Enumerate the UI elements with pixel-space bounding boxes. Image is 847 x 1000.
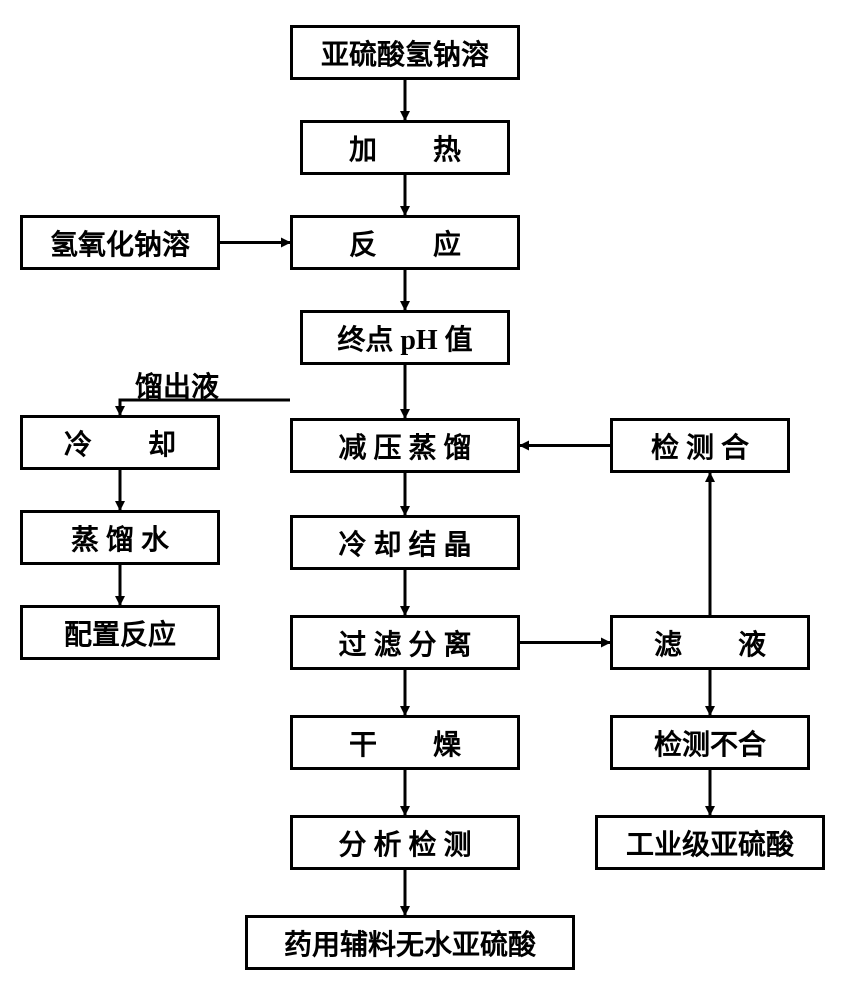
node-label: 终点 pH 值 [337, 318, 472, 358]
node-label: 冷 却 [64, 423, 176, 463]
node-b13: 滤 液 [610, 615, 810, 670]
node-b7: 减 压 蒸 馏 [290, 418, 520, 473]
node-b12: 过 滤 分 离 [290, 615, 520, 670]
node-label: 蒸 馏 水 [71, 518, 169, 558]
node-b18: 药用辅料无水亚硫酸 [245, 915, 575, 970]
node-b5: 终点 pH 值 [300, 310, 510, 365]
node-b1: 亚硫酸氢钠溶 [290, 25, 520, 80]
node-label: 检测不合 [654, 723, 766, 763]
node-b9: 蒸 馏 水 [20, 510, 220, 565]
node-b6: 冷 却 [20, 415, 220, 470]
node-label: 工业级亚硫酸 [626, 823, 794, 863]
label-text: 馏出液 [135, 372, 219, 403]
node-label: 反 应 [349, 223, 461, 263]
node-b16: 分 析 检 测 [290, 815, 520, 870]
flowchart-canvas: 亚硫酸氢钠溶加 热氢氧化钠溶 反 应终点 pH 值冷 却 减 压 蒸 馏 检 测 合蒸… [0, 0, 847, 1000]
label-l1: 馏出液 [135, 365, 219, 405]
node-label: 冷 却 结 晶 [338, 523, 471, 563]
node-b4: 反 应 [290, 215, 520, 270]
node-label: 过 滤 分 离 [338, 623, 471, 663]
node-b8: 检 测 合 [610, 418, 790, 473]
node-label: 亚硫酸氢钠溶 [321, 33, 489, 73]
node-b11: 配置反应 [20, 605, 220, 660]
node-b15: 检测不合 [610, 715, 810, 770]
node-label: 加 热 [349, 128, 461, 168]
node-b2: 加 热 [300, 120, 510, 175]
node-b14: 干 燥 [290, 715, 520, 770]
node-label: 滤 液 [654, 623, 766, 663]
node-b10: 冷 却 结 晶 [290, 515, 520, 570]
node-label: 检 测 合 [651, 426, 749, 466]
node-b17: 工业级亚硫酸 [595, 815, 825, 870]
node-label: 配置反应 [64, 613, 176, 653]
node-label: 分 析 检 测 [338, 823, 471, 863]
node-label: 减 压 蒸 馏 [338, 426, 471, 466]
node-b3: 氢氧化钠溶 [20, 215, 220, 270]
node-label: 氢氧化钠溶 [50, 223, 190, 263]
node-label: 药用辅料无水亚硫酸 [284, 923, 536, 963]
node-label: 干 燥 [349, 723, 461, 763]
